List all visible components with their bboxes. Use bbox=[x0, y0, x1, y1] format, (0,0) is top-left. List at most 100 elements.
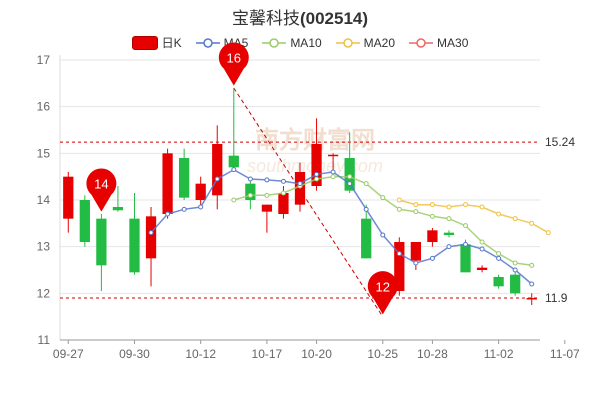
candle-body bbox=[79, 200, 90, 242]
ma5-point bbox=[463, 241, 469, 247]
legend-ma30-label: MA30 bbox=[437, 35, 469, 50]
legend-ma10-label: MA10 bbox=[290, 35, 322, 50]
ma10-point bbox=[496, 251, 502, 257]
ma20-point bbox=[446, 204, 452, 210]
candle-body bbox=[361, 218, 372, 259]
y-tick-label: 11 bbox=[38, 333, 51, 347]
y-tick-label: 17 bbox=[37, 53, 51, 67]
ma10-point bbox=[463, 223, 469, 229]
ma5-point bbox=[148, 230, 154, 236]
candle-body bbox=[228, 155, 239, 168]
stock-name: 宝馨科技 bbox=[231, 9, 300, 28]
legend-item-ma20[interactable]: MA20 bbox=[335, 34, 396, 51]
ma5-point bbox=[429, 255, 435, 261]
ma5-point bbox=[446, 244, 452, 250]
price-pin-marker bbox=[86, 168, 117, 212]
ma10-point bbox=[231, 197, 237, 203]
candle-body bbox=[394, 242, 405, 291]
x-tick-label: 11-02 bbox=[484, 347, 514, 361]
legend-item-ma10[interactable]: MA10 bbox=[262, 34, 322, 51]
price-pin-label: 14 bbox=[94, 177, 108, 192]
candle-body bbox=[162, 153, 173, 214]
candle-body bbox=[410, 242, 421, 261]
ref-line-label: 15.24 bbox=[545, 135, 575, 149]
candle-body bbox=[96, 218, 107, 266]
ma5-point bbox=[380, 232, 386, 238]
ma10-point bbox=[529, 262, 535, 268]
candle-body bbox=[245, 183, 256, 200]
candle-body bbox=[493, 277, 504, 287]
ma5-point bbox=[347, 181, 353, 187]
candle-body bbox=[427, 230, 438, 242]
legend-item-ma30[interactable]: MA30 bbox=[409, 34, 468, 51]
price-pin-marker bbox=[367, 271, 398, 315]
ma5-point bbox=[181, 206, 187, 212]
legend-item-k[interactable]: 日K bbox=[131, 34, 182, 51]
x-tick-label: 11-07 bbox=[550, 347, 580, 361]
ma20-point bbox=[413, 202, 419, 208]
price-pin-label: 12 bbox=[376, 279, 390, 294]
candle-body bbox=[261, 204, 273, 212]
ma5-point bbox=[413, 260, 419, 266]
ma10-point bbox=[314, 176, 320, 182]
ma5-point bbox=[280, 178, 286, 184]
ref-line-label: 11.9 bbox=[545, 291, 568, 305]
candle-body bbox=[311, 144, 322, 186]
ma10-point bbox=[330, 174, 336, 180]
price-pin-marker bbox=[218, 42, 249, 86]
legend-ma5-swatch bbox=[195, 37, 220, 48]
legend-k-label: 日K bbox=[161, 36, 182, 50]
ma5-point bbox=[165, 211, 171, 217]
y-tick-label: 14 bbox=[37, 193, 51, 207]
ma5-point bbox=[314, 171, 320, 177]
candle-body bbox=[179, 158, 190, 198]
candle-body bbox=[112, 207, 124, 211]
candle-body bbox=[327, 154, 339, 157]
legend-ma20-label: MA20 bbox=[363, 35, 396, 50]
x-tick-label: 10-12 bbox=[185, 347, 216, 361]
ma20-point bbox=[496, 211, 502, 217]
ma20-point bbox=[396, 197, 402, 203]
candle-body bbox=[145, 216, 157, 259]
price-pin-label: 16 bbox=[227, 51, 241, 66]
legend-ma30-swatch bbox=[409, 37, 434, 48]
stock-code: (002514) bbox=[299, 9, 369, 28]
ma10-point bbox=[479, 239, 485, 245]
ma20-line bbox=[399, 199, 549, 234]
ma5-line bbox=[150, 168, 533, 285]
ma20-point bbox=[463, 202, 469, 208]
ma5-point bbox=[297, 181, 303, 187]
ma5-point bbox=[496, 255, 502, 261]
ma20-point bbox=[529, 220, 535, 226]
ma5-point bbox=[247, 176, 253, 182]
ma20-point bbox=[545, 230, 551, 236]
ma10-point bbox=[280, 190, 286, 196]
legend-ma10-swatch bbox=[262, 37, 287, 48]
legend-ma20-swatch bbox=[335, 37, 360, 48]
ma20-point bbox=[512, 216, 518, 222]
y-tick-label: 15 bbox=[37, 146, 51, 160]
legend-k-swatch bbox=[131, 35, 158, 50]
candle-body bbox=[129, 218, 140, 273]
ma10-point bbox=[264, 192, 270, 198]
x-tick-label: 10-25 bbox=[367, 347, 398, 361]
ma10-point bbox=[363, 181, 369, 187]
ma5-point bbox=[214, 176, 220, 182]
chart-title: 宝馨科技(002514) bbox=[0, 4, 600, 29]
candle-body bbox=[195, 183, 206, 200]
candle-body bbox=[460, 244, 471, 273]
candle-body bbox=[476, 267, 488, 270]
trend-line bbox=[233, 87, 384, 317]
ma5-point bbox=[479, 246, 485, 252]
ma10-point bbox=[396, 206, 402, 212]
candle-body bbox=[443, 232, 455, 235]
x-tick-label: 10-17 bbox=[252, 347, 283, 361]
ma5-point bbox=[363, 206, 369, 212]
ma10-point bbox=[247, 192, 253, 198]
x-tick-label: 10-28 bbox=[417, 347, 448, 361]
ma10-point bbox=[512, 260, 518, 266]
ma10-point bbox=[380, 195, 386, 201]
ma5-point bbox=[264, 177, 270, 183]
ma5-point bbox=[512, 267, 518, 273]
